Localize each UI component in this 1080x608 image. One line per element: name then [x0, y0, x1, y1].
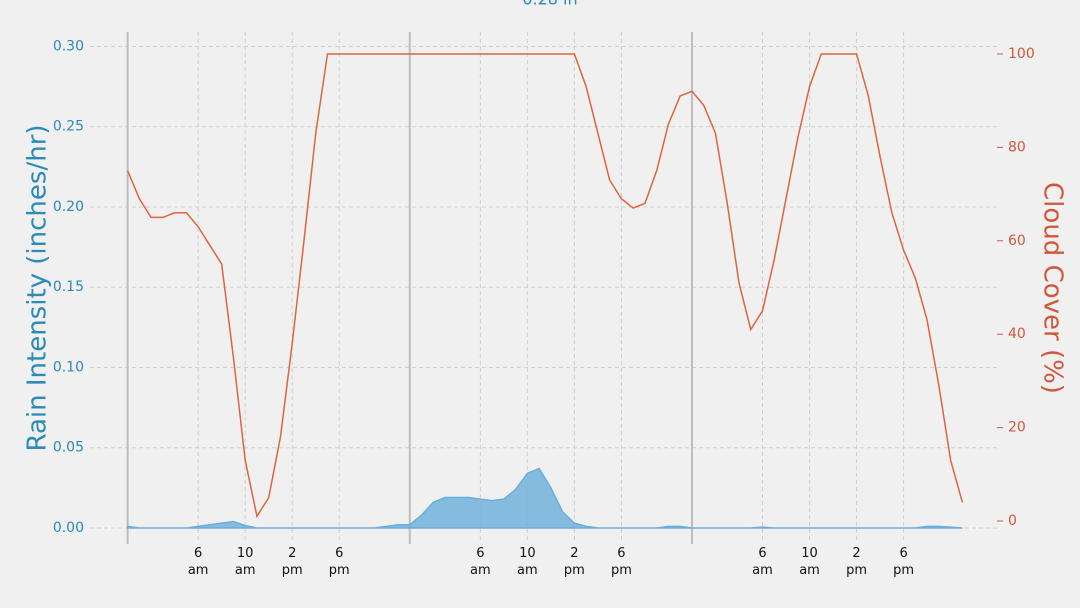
y-tick-label: 0.15	[53, 279, 84, 295]
y-tick-label: 0.25	[53, 119, 84, 135]
x-tick-label: 6 pm	[610, 546, 632, 578]
x-tick-label: 10 am	[517, 546, 538, 578]
cloud-line	[126, 53, 964, 519]
y-tick-label: 0.30	[53, 38, 84, 54]
y-axis-label: Rain Intensity (inches/hr)	[23, 124, 53, 451]
chart-title: 0.28 in	[522, 0, 577, 9]
y2-tick-label: 0	[1008, 513, 1017, 529]
y2-axis-label: Cloud Cover (%)	[1038, 182, 1068, 394]
x-tick-label: 6 pm	[328, 546, 350, 578]
y2-tick-label: 100	[1008, 46, 1035, 62]
x-tick-label: 6 pm	[893, 546, 915, 578]
x-tick-label: 2 pm	[846, 546, 868, 578]
y-tick-label: 0.05	[53, 440, 84, 456]
y2-tick-label: 40	[1008, 326, 1026, 342]
x-tick-label: 6 am	[187, 546, 209, 578]
x-tick-label: 10 am	[234, 546, 256, 578]
x-tick-label: 2 pm	[563, 546, 585, 578]
y2-tick-label: 20	[1008, 420, 1026, 436]
x-tick-label: 6 am	[752, 546, 773, 578]
y2-tick-label: 80	[1008, 139, 1026, 155]
x-tick-label: 2 pm	[281, 546, 303, 578]
y2-tick-label: 60	[1008, 233, 1026, 249]
x-tick-label: 6 am	[470, 546, 491, 578]
rain-area	[126, 467, 963, 529]
y-tick-label: 0.00	[53, 520, 84, 536]
y-tick-label: 0.10	[53, 359, 84, 375]
x-tick-label: 10 am	[799, 546, 820, 578]
y-tick-label: 0.20	[53, 199, 84, 215]
